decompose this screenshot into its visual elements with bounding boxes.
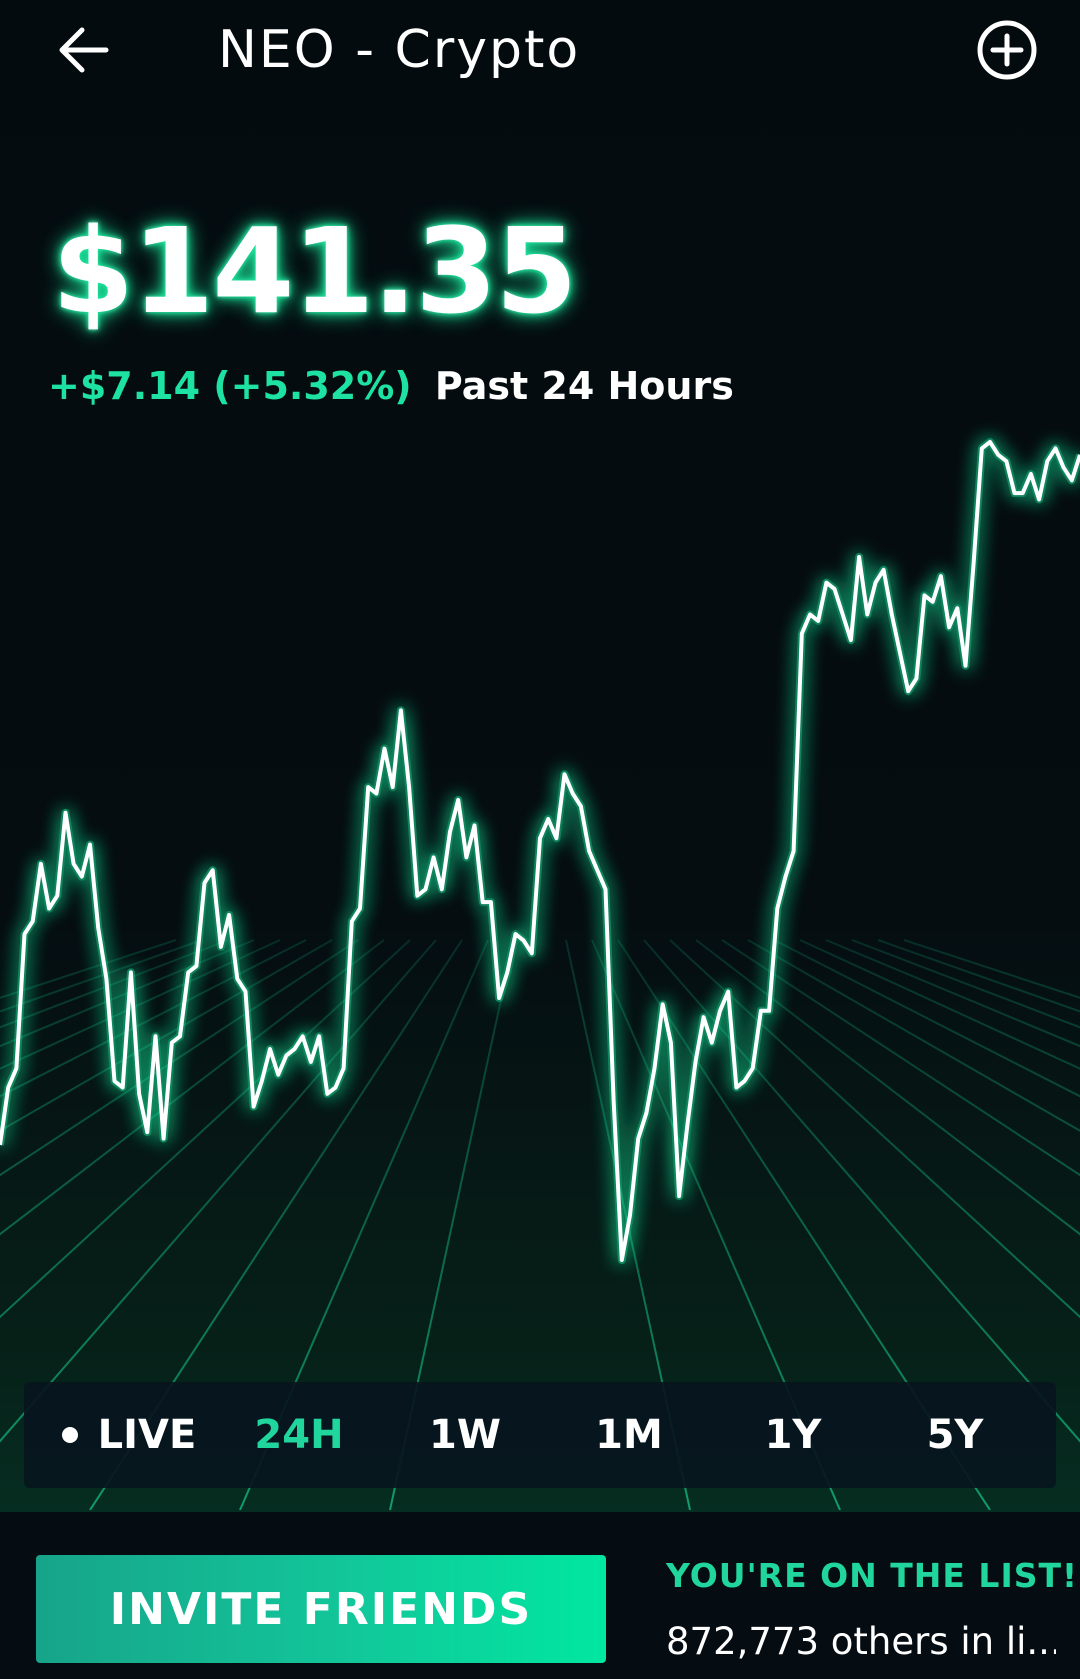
range-option-24h[interactable]: 24H — [234, 1382, 364, 1488]
plus-circle-icon — [977, 20, 1037, 80]
waitlist-subtitle: 872,773 others in li... — [666, 1620, 1056, 1663]
range-selector: LIVE 24H 1W 1M 1Y 5Y — [24, 1382, 1056, 1488]
grid-line — [0, 939, 281, 1070]
grid-line — [0, 939, 307, 1098]
grid-line — [0, 939, 385, 1236]
range-option-5y[interactable]: 5Y — [890, 1382, 1020, 1488]
grid-line — [0, 939, 359, 1177]
price-change-row: +$7.14 (+5.32%) Past 24 Hours — [48, 364, 734, 408]
price-change: +$7.14 (+5.32%) — [48, 364, 412, 408]
range-option-label: 1W — [429, 1412, 501, 1458]
grid-line — [0, 939, 333, 1132]
grid-line — [695, 939, 1080, 1236]
range-option-label: 24H — [254, 1412, 344, 1458]
live-dot-icon — [61, 1427, 78, 1443]
arrow-left-icon — [59, 27, 109, 73]
grid-line — [0, 939, 437, 1443]
range-option-1w[interactable]: 1W — [400, 1382, 530, 1488]
range-option-label: LIVE — [97, 1412, 197, 1458]
grid-line — [669, 939, 1080, 1319]
add-to-watchlist-button[interactable] — [975, 18, 1039, 82]
range-option-1m[interactable]: 1M — [564, 1382, 694, 1488]
grid-line — [799, 939, 1080, 1070]
grid-line — [825, 939, 1080, 1048]
range-option-1y[interactable]: 1Y — [728, 1382, 858, 1488]
header-bar: NEO - Crypto — [0, 0, 1080, 110]
waitlist-title: YOU'RE ON THE LIST! — [666, 1556, 1079, 1595]
grid-line — [0, 939, 255, 1048]
range-option-label: 1Y — [764, 1412, 822, 1458]
grid-line — [773, 939, 1080, 1098]
price-chart[interactable] — [0, 420, 1080, 1510]
grid-line — [0, 939, 411, 1319]
grid-line — [747, 939, 1080, 1132]
range-option-live[interactable]: LIVE — [44, 1382, 214, 1488]
current-price: $141.35 — [52, 202, 577, 340]
grid-line — [721, 939, 1080, 1177]
footer-bar: INVITE FRIENDS YOU'RE ON THE LIST! 872,7… — [0, 1512, 1080, 1679]
price-line — [0, 440, 1080, 1262]
change-period: Past 24 Hours — [434, 364, 734, 408]
back-button[interactable] — [50, 18, 120, 82]
range-option-label: 5Y — [926, 1412, 984, 1458]
invite-friends-button[interactable]: INVITE FRIENDS — [36, 1555, 606, 1663]
range-option-label: 1M — [595, 1412, 663, 1458]
invite-friends-label: INVITE FRIENDS — [109, 1583, 533, 1635]
grid-line — [643, 939, 1080, 1443]
page-title: NEO - Crypto — [218, 20, 581, 80]
